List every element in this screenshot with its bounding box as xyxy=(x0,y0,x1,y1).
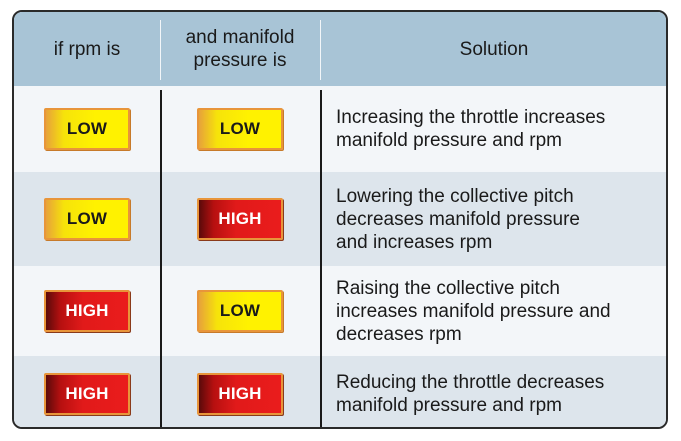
solution-text: Increasing the throttle increases manifo… xyxy=(336,107,606,151)
table-row: HIGH LOW Raising the collective pitch in… xyxy=(14,266,666,356)
rpm-manifold-table: if rpm is and manifold pressure is Solut… xyxy=(12,10,668,429)
manifold-status-badge: LOW xyxy=(197,290,283,332)
table-row: LOW LOW Increasing the throttle increase… xyxy=(14,86,666,172)
header-rpm: if rpm is xyxy=(53,38,121,60)
header-divider xyxy=(160,20,161,80)
solution-text: Reducing the throttle decreases manifold… xyxy=(336,371,605,416)
solution-text: Lowering the collective pitch decreases … xyxy=(336,185,580,253)
header-divider xyxy=(320,20,321,80)
header-manifold-line2: pressure is xyxy=(193,50,287,71)
manifold-status-badge: HIGH xyxy=(197,198,283,240)
rpm-status-badge: HIGH xyxy=(44,372,130,415)
table-header: if rpm is and manifold pressure is Solut… xyxy=(14,12,666,86)
rpm-status-badge: LOW xyxy=(44,198,130,240)
column-divider xyxy=(320,90,322,427)
manifold-status-badge: LOW xyxy=(197,108,283,150)
header-manifold-line1: and manifold xyxy=(185,27,295,48)
rpm-status-badge: HIGH xyxy=(44,290,130,332)
column-divider xyxy=(160,90,162,427)
header-manifold: and manifold pressure is xyxy=(160,12,320,86)
table-row: LOW HIGH Lowering the collective pitch d… xyxy=(14,172,666,266)
header-solution: Solution xyxy=(459,38,529,60)
solution-text: Raising the collective pitch increases m… xyxy=(336,277,611,345)
rpm-status-badge: LOW xyxy=(44,108,130,150)
manifold-status-badge: HIGH xyxy=(197,372,283,415)
table-row: HIGH HIGH Reducing the throttle decrease… xyxy=(14,356,666,427)
